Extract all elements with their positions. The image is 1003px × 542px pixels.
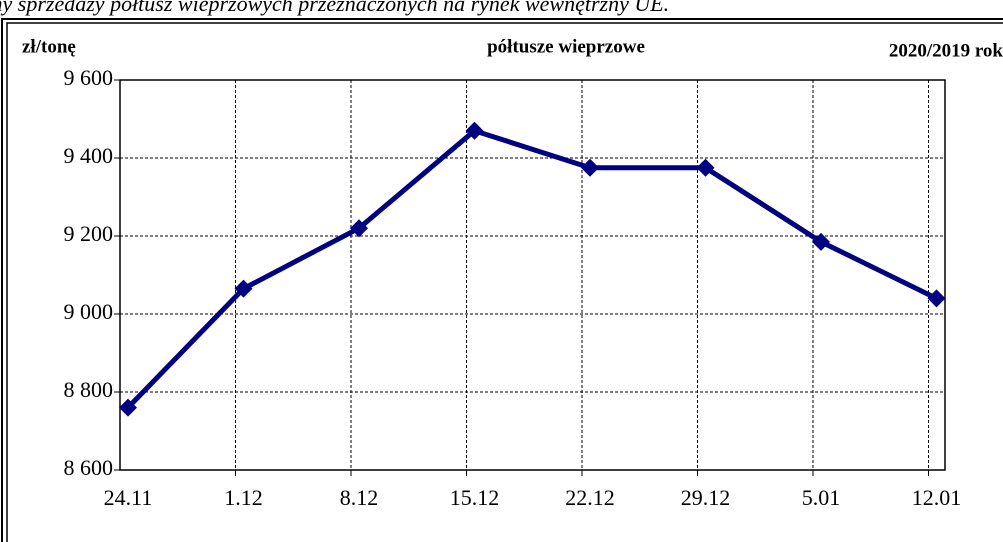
y-tick-label: 8 600 <box>64 455 114 480</box>
x-tick-label: 1.12 <box>224 485 263 510</box>
marker <box>234 279 253 298</box>
y-tick-label: 9 000 <box>64 299 114 324</box>
x-tick-label: 12.01 <box>912 485 962 510</box>
y-axis-label: zł/tonę <box>22 36 76 57</box>
x-tick-label: 29.12 <box>681 485 731 510</box>
y-tick-label: 9 200 <box>64 221 114 246</box>
caption: ceny sprzedaży półtusz wieprzowych przez… <box>0 0 669 16</box>
marker <box>465 121 484 140</box>
y-tick-label: 8 800 <box>64 377 114 402</box>
frame-outer <box>1 18 1003 542</box>
y-tick-label: 9 600 <box>64 65 114 90</box>
series-line <box>126 128 938 410</box>
x-tick-label: 8.12 <box>340 485 379 510</box>
marker <box>696 158 715 177</box>
chart-title: półtusze wieprzowe <box>487 36 645 57</box>
x-tick-label: 15.12 <box>450 485 500 510</box>
marker <box>927 289 946 308</box>
period-label: 2020/2019 rok <box>889 40 1003 61</box>
y-tick-label: 9 400 <box>64 143 114 168</box>
marker <box>119 398 137 417</box>
plot-area <box>119 79 946 471</box>
x-tick-label: 22.12 <box>565 485 615 510</box>
frame-inner <box>6 22 1003 542</box>
marker <box>581 158 599 177</box>
marker <box>350 219 368 238</box>
x-tick-label: 5.01 <box>802 485 841 510</box>
x-tick-label: 24.11 <box>104 485 153 510</box>
marker <box>812 232 830 251</box>
